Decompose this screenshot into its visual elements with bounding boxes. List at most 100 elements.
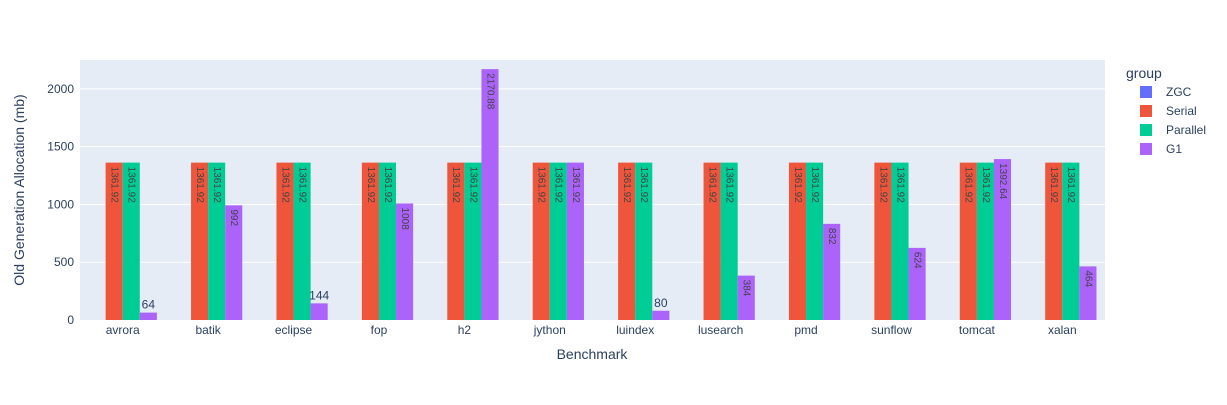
bar-serial-eclipse[interactable] bbox=[276, 162, 294, 320]
bar-value-label: 1361.92 bbox=[194, 167, 205, 204]
bar-parallel-avrora[interactable] bbox=[122, 162, 140, 320]
gridlines bbox=[80, 88, 1105, 263]
x-tick-label: xalan bbox=[1048, 323, 1077, 337]
bar-labels: 1361.92 1361.92 1361.92 1361.92 1361.92 1361.… bbox=[109, 73, 1094, 311]
plot-background bbox=[80, 60, 1105, 320]
legend-label-g1[interactable]: G1 bbox=[1166, 142, 1182, 156]
bar-value-label: 832 bbox=[826, 228, 837, 245]
bar-g1-sunflow[interactable] bbox=[908, 247, 926, 320]
bar-value-label: 1361.92 bbox=[894, 167, 905, 204]
bar-serial-avrora[interactable] bbox=[105, 162, 123, 320]
y-tick-label: 0 bbox=[67, 313, 74, 327]
x-tick-label: pmd bbox=[794, 323, 817, 337]
bar-g1-batik[interactable] bbox=[225, 205, 243, 320]
bar-serial-jython[interactable] bbox=[532, 162, 550, 320]
bar-value-label: 624 bbox=[911, 252, 922, 269]
x-axis-title: Benchmark bbox=[557, 346, 629, 362]
legend-label-zgc[interactable]: ZGC bbox=[1166, 85, 1192, 99]
legend-title: group bbox=[1126, 65, 1162, 81]
bar-value-label: 144 bbox=[309, 288, 329, 302]
bar-parallel-pmd[interactable] bbox=[806, 162, 824, 320]
legend-swatch-g1[interactable] bbox=[1140, 143, 1152, 155]
bar-parallel-luindex[interactable] bbox=[635, 162, 653, 320]
bar-g1-avrora[interactable] bbox=[139, 312, 157, 320]
bar-parallel-lusearch[interactable] bbox=[720, 162, 738, 320]
bar-value-label: 1008 bbox=[399, 208, 410, 231]
bar-value-label: 1361.92 bbox=[1065, 167, 1076, 204]
bar-value-label: 1361.92 bbox=[621, 167, 632, 204]
x-tick-label: eclipse bbox=[275, 323, 313, 337]
bar-value-label: 1361.92 bbox=[638, 167, 649, 204]
bar-parallel-sunflow[interactable] bbox=[891, 162, 909, 320]
bar-value-label: 2170.88 bbox=[484, 73, 495, 110]
bar-value-label: 1361.92 bbox=[450, 167, 461, 204]
bar-value-label: 1361.92 bbox=[536, 167, 547, 204]
bar-value-label: 1361.92 bbox=[1048, 167, 1059, 204]
legend-label-serial[interactable]: Serial bbox=[1166, 104, 1197, 118]
bar-serial-xalan[interactable] bbox=[1045, 162, 1063, 320]
bar-parallel-xalan[interactable] bbox=[1062, 162, 1080, 320]
y-axis-ticks: 0 500 1000 1500 2000 bbox=[47, 82, 74, 327]
bar-value-label: 1392.64 bbox=[997, 163, 1008, 200]
bar-parallel-batik[interactable] bbox=[208, 162, 226, 320]
bar-value-label: 1361.92 bbox=[467, 167, 478, 204]
bar-serial-fop[interactable] bbox=[361, 162, 379, 320]
bar-value-label: 1361.92 bbox=[382, 167, 393, 204]
bar-serial-pmd[interactable] bbox=[788, 162, 807, 320]
bar-g1-h2[interactable] bbox=[481, 69, 499, 320]
bar-value-label: 464 bbox=[1082, 270, 1093, 287]
y-axis-title: Old Generation Allocation (mb) bbox=[11, 94, 27, 285]
bar-parallel-eclipse[interactable] bbox=[293, 162, 311, 320]
bar-serial-tomcat[interactable] bbox=[959, 162, 977, 320]
bar-value-label: 80 bbox=[654, 296, 668, 310]
bar-g1-eclipse[interactable] bbox=[310, 303, 328, 320]
bar-g1-tomcat[interactable] bbox=[993, 159, 1012, 320]
bar-value-label: 1361.92 bbox=[706, 167, 717, 204]
legend-swatch-parallel[interactable] bbox=[1140, 124, 1152, 136]
x-axis-ticks: avrora batik eclipse fop h2 jython luindex luse… bbox=[106, 323, 1077, 337]
legend-label-parallel[interactable]: Parallel bbox=[1166, 123, 1206, 137]
bar-value-label: 384 bbox=[741, 280, 752, 297]
bar-g1-fop[interactable] bbox=[396, 203, 414, 320]
legend: group ZGC Serial Parallel G1 bbox=[1126, 65, 1206, 156]
x-tick-label: sunflow bbox=[871, 323, 912, 337]
bar-value-label: 1361.92 bbox=[980, 167, 991, 204]
x-tick-label: fop bbox=[371, 323, 388, 337]
bar-value-label: 1361.92 bbox=[296, 167, 307, 204]
bar-value-label: 1361.92 bbox=[724, 167, 735, 204]
x-tick-label: lusearch bbox=[698, 323, 743, 337]
x-tick-label: luindex bbox=[616, 323, 654, 337]
bar-value-label: 1361.92 bbox=[211, 167, 222, 204]
bar-value-label: 1361.92 bbox=[809, 167, 820, 204]
bar-g1-xalan[interactable] bbox=[1079, 266, 1097, 320]
bar-g1-luindex[interactable] bbox=[652, 310, 670, 320]
bar-serial-batik[interactable] bbox=[191, 162, 209, 320]
bar-value-label: 1361.92 bbox=[963, 167, 974, 204]
legend-swatch-zgc[interactable] bbox=[1140, 86, 1152, 98]
bar-g1-lusearch[interactable] bbox=[737, 275, 755, 320]
bar-g1-pmd[interactable] bbox=[823, 223, 841, 320]
bar-serial-lusearch[interactable] bbox=[703, 162, 721, 320]
bar-serial-h2[interactable] bbox=[447, 162, 465, 320]
bar-value-label: 1361.92 bbox=[109, 167, 120, 204]
bar-serial-sunflow[interactable] bbox=[874, 162, 892, 320]
bar-value-label: 1361.92 bbox=[792, 167, 803, 204]
bar-value-label: 1361.92 bbox=[126, 167, 137, 204]
bar-parallel-fop[interactable] bbox=[378, 162, 397, 320]
bar-serial-luindex[interactable] bbox=[618, 162, 636, 320]
y-tick-label: 500 bbox=[54, 255, 74, 269]
x-tick-label: avrora bbox=[106, 323, 140, 337]
bar-parallel-jython[interactable] bbox=[549, 162, 567, 320]
bar-parallel-tomcat[interactable] bbox=[976, 162, 994, 320]
x-tick-label: batik bbox=[195, 323, 221, 337]
legend-swatch-serial[interactable] bbox=[1140, 105, 1152, 117]
bar-g1-jython[interactable] bbox=[566, 162, 584, 320]
bar-value-label: 1361.92 bbox=[570, 167, 581, 204]
bar-value-label: 64 bbox=[142, 298, 156, 312]
x-tick-label: tomcat bbox=[959, 323, 996, 337]
bar-parallel-h2[interactable] bbox=[464, 162, 482, 320]
x-tick-label: jython bbox=[533, 323, 566, 337]
bar-value-label: 992 bbox=[228, 209, 239, 226]
